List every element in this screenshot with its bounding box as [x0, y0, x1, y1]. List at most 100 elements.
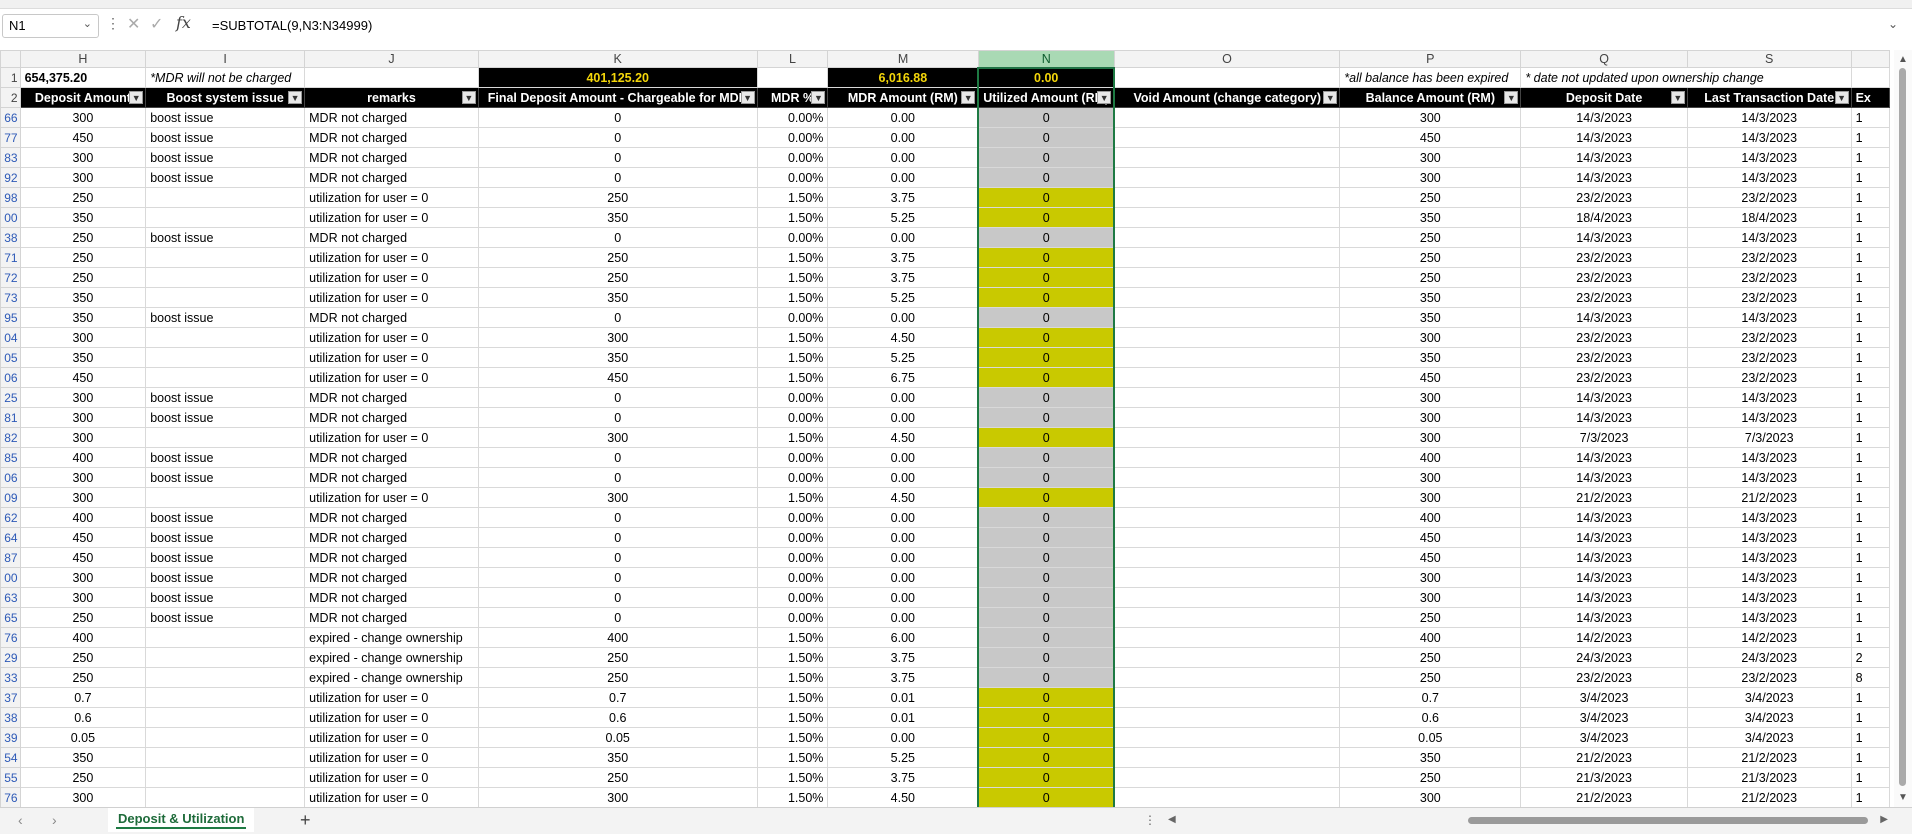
void-amount-cell[interactable]	[1113, 147, 1341, 168]
void-amount-cell[interactable]	[1113, 267, 1341, 288]
column-header-o[interactable]: O	[1113, 50, 1341, 68]
deposit-date-cell[interactable]: 14/3/2023	[1520, 307, 1688, 328]
utilized-amount-cell[interactable]: 0	[977, 167, 1116, 188]
balance-amount-cell[interactable]: 0.7	[1339, 687, 1522, 708]
boost-issue-cell[interactable]	[145, 267, 306, 288]
column-header-j[interactable]: J	[304, 50, 479, 68]
balance-amount-cell[interactable]: 250	[1339, 187, 1522, 208]
next-column-cell[interactable]: 1	[1850, 467, 1890, 488]
deposit-amount-cell[interactable]: 450	[19, 127, 147, 148]
next-column-cell[interactable]: 1	[1850, 587, 1890, 608]
mdr-amount-cell[interactable]: 0.00	[827, 567, 979, 588]
header-utilized-amount[interactable]: Utilized Amount (RM) ▼	[977, 87, 1116, 108]
filter-dropdown-icon[interactable]: ▼	[961, 91, 976, 104]
filter-dropdown-icon[interactable]: ▼	[1834, 91, 1849, 104]
mdr-percent-cell[interactable]: 1.50%	[756, 247, 829, 268]
deposit-date-cell[interactable]: 23/2/2023	[1520, 347, 1688, 368]
row-number[interactable]: 1	[0, 67, 21, 88]
deposit-amount-cell[interactable]: 300	[19, 487, 147, 508]
scroll-down-icon[interactable]: ▼	[1898, 792, 1908, 803]
boost-issue-cell[interactable]	[145, 627, 306, 648]
row-number[interactable]: 83	[0, 147, 21, 168]
final-deposit-cell[interactable]: 0	[477, 407, 758, 428]
void-amount-cell[interactable]	[1113, 567, 1341, 588]
final-deposit-cell[interactable]: 250	[477, 767, 758, 788]
next-column-cell[interactable]: 1	[1850, 247, 1890, 268]
mdr-percent-cell[interactable]: 1.50%	[756, 627, 829, 648]
void-amount-cell[interactable]	[1113, 547, 1341, 568]
cancel-icon[interactable]: ✕	[127, 16, 141, 33]
next-column-cell[interactable]: 1	[1850, 487, 1890, 508]
column-header-p[interactable]: P	[1339, 50, 1522, 68]
utilized-amount-cell[interactable]: 0	[977, 447, 1116, 468]
balance-amount-cell[interactable]: 0.6	[1339, 707, 1522, 728]
balance-amount-cell[interactable]: 300	[1339, 487, 1522, 508]
final-deposit-cell[interactable]: 0	[477, 387, 758, 408]
row-number[interactable]: 92	[0, 167, 21, 188]
mdr-percent-cell[interactable]: 0.00%	[756, 527, 829, 548]
row-number[interactable]: 87	[0, 547, 21, 568]
column-header-m[interactable]: M	[827, 50, 979, 68]
final-deposit-cell[interactable]: 300	[477, 787, 758, 807]
boost-issue-cell[interactable]	[145, 687, 306, 708]
deposit-amount-cell[interactable]: 250	[19, 647, 147, 668]
next-column-cell[interactable]: 1	[1850, 347, 1890, 368]
sheet-table[interactable]: H I J K L M N O P Q S 1 654,375.20 *MDR …	[0, 50, 1890, 807]
remarks-cell[interactable]: expired - change ownership	[304, 647, 479, 668]
last-transaction-date-cell[interactable]: 14/3/2023	[1686, 587, 1852, 608]
deposit-amount-cell[interactable]: 300	[19, 327, 147, 348]
filter-active-icon[interactable]: ▼	[1097, 91, 1112, 104]
mdr-amount-cell[interactable]: 3.75	[827, 267, 979, 288]
final-deposit-cell[interactable]: 300	[477, 487, 758, 508]
next-column-cell[interactable]: 1	[1850, 187, 1890, 208]
row-number[interactable]: 72	[0, 267, 21, 288]
filter-dropdown-icon[interactable]: ▼	[811, 91, 826, 104]
boost-issue-cell[interactable]	[145, 787, 306, 807]
deposit-amount-cell[interactable]: 300	[19, 387, 147, 408]
name-box[interactable]: N1 ⌄	[2, 14, 99, 38]
deposit-amount-cell[interactable]: 250	[19, 227, 147, 248]
final-deposit-cell[interactable]: 0	[477, 227, 758, 248]
utilized-amount-cell[interactable]: 0	[977, 187, 1116, 208]
remarks-cell[interactable]: utilization for user = 0	[304, 207, 479, 228]
row-number[interactable]: 76	[0, 787, 21, 807]
void-amount-cell[interactable]	[1113, 707, 1341, 728]
utilized-amount-cell[interactable]: 0	[977, 427, 1116, 448]
remarks-cell[interactable]: MDR not charged	[304, 107, 479, 128]
deposit-date-cell[interactable]: 14/3/2023	[1520, 567, 1688, 588]
next-column-cell[interactable]: 1	[1850, 447, 1890, 468]
last-transaction-date-cell[interactable]: 21/3/2023	[1686, 767, 1852, 788]
balance-amount-cell[interactable]: 450	[1339, 527, 1522, 548]
remarks-cell[interactable]: utilization for user = 0	[304, 287, 479, 308]
boost-issue-cell[interactable]: boost issue	[145, 567, 306, 588]
scroll-right-icon[interactable]: ▶	[1880, 814, 1888, 825]
mdr-amount-cell[interactable]: 0.00	[827, 527, 979, 548]
mdr-amount-cell[interactable]: 0.01	[827, 707, 979, 728]
boost-issue-cell[interactable]	[145, 647, 306, 668]
final-deposit-cell[interactable]: 0.05	[477, 727, 758, 748]
mdr-percent-cell[interactable]: 1.50%	[756, 487, 829, 508]
last-transaction-date-cell[interactable]: 23/2/2023	[1686, 667, 1852, 688]
mdr-amount-cell[interactable]: 0.00	[827, 147, 979, 168]
filter-dropdown-icon[interactable]: ▼	[288, 91, 303, 104]
boost-issue-cell[interactable]	[145, 727, 306, 748]
final-deposit-cell[interactable]: 0	[477, 607, 758, 628]
deposit-amount-cell[interactable]: 450	[19, 547, 147, 568]
remarks-cell[interactable]: MDR not charged	[304, 127, 479, 148]
last-transaction-date-cell[interactable]: 14/3/2023	[1686, 527, 1852, 548]
utilized-amount-cell[interactable]: 0	[977, 147, 1116, 168]
deposit-amount-cell[interactable]: 0.05	[19, 727, 147, 748]
utilized-amount-cell[interactable]: 0	[977, 287, 1116, 308]
header-deposit-amount[interactable]: Deposit Amount ▼	[19, 87, 147, 108]
mdr-percent-cell[interactable]: 0.00%	[756, 447, 829, 468]
boost-issue-cell[interactable]: boost issue	[145, 507, 306, 528]
next-sheet-icon[interactable]: ›	[52, 812, 57, 828]
deposit-amount-cell[interactable]: 400	[19, 507, 147, 528]
final-deposit-cell[interactable]: 250	[477, 667, 758, 688]
row-number[interactable]: 06	[0, 467, 21, 488]
mdr-percent-cell[interactable]: 0.00%	[756, 407, 829, 428]
scroll-up-icon[interactable]: ▲	[1898, 54, 1908, 65]
row-number[interactable]: 29	[0, 647, 21, 668]
row-number[interactable]: 00	[0, 207, 21, 228]
mdr-percent-cell[interactable]: 1.50%	[756, 727, 829, 748]
